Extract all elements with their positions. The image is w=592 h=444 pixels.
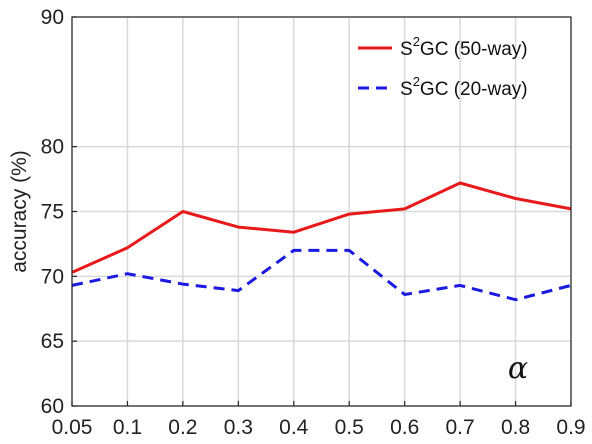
legend-label-base: S [400, 79, 413, 100]
x-tick-label: 0.5 [335, 416, 364, 439]
legend-label-superscript: 2 [413, 34, 420, 49]
y-tick-label: 90 [41, 6, 64, 29]
x-tick-label: 0.4 [279, 416, 309, 439]
legend-label-base: S [400, 39, 413, 60]
legend-label-rest: GC (20-way) [420, 79, 528, 100]
alpha-annotation: α [508, 351, 528, 386]
legend-label-superscript: 2 [413, 74, 420, 89]
x-tick-label: 0.8 [501, 416, 530, 439]
x-tick-label: 0.3 [224, 416, 253, 439]
series-lines [71, 181, 572, 302]
x-tick-label: 0.6 [390, 416, 419, 439]
x-tick-label: 0.2 [168, 416, 197, 439]
y-tick-label: 65 [41, 330, 64, 353]
legend-label-2: S2GC (20-way) [400, 74, 528, 100]
axis-ticks: 0.05 0.1 0.2 0.3 0.4 0.5 0.6 0.7 0.8 0.9 60 65 70 75 8… [41, 6, 586, 439]
x-tick-label: 0.9 [556, 416, 585, 439]
series-line-1 [71, 181, 572, 274]
legend: S2GC (50-way)S2GC (20-way) [358, 34, 528, 100]
legend-label-rest: GC (50-way) [420, 39, 528, 60]
x-tick-label: 0.1 [113, 416, 142, 439]
y-tick-label: 70 [41, 265, 64, 288]
y-tick-label: 60 [41, 395, 64, 418]
y-axis-label: accuracy (%) [8, 150, 31, 273]
y-tick-label: 75 [41, 201, 64, 224]
legend-label-1: S2GC (50-way) [400, 34, 528, 60]
x-tick-label: 0.7 [446, 416, 475, 439]
x-tick-label: 0.05 [52, 416, 93, 439]
y-tick-label: 80 [41, 136, 64, 159]
